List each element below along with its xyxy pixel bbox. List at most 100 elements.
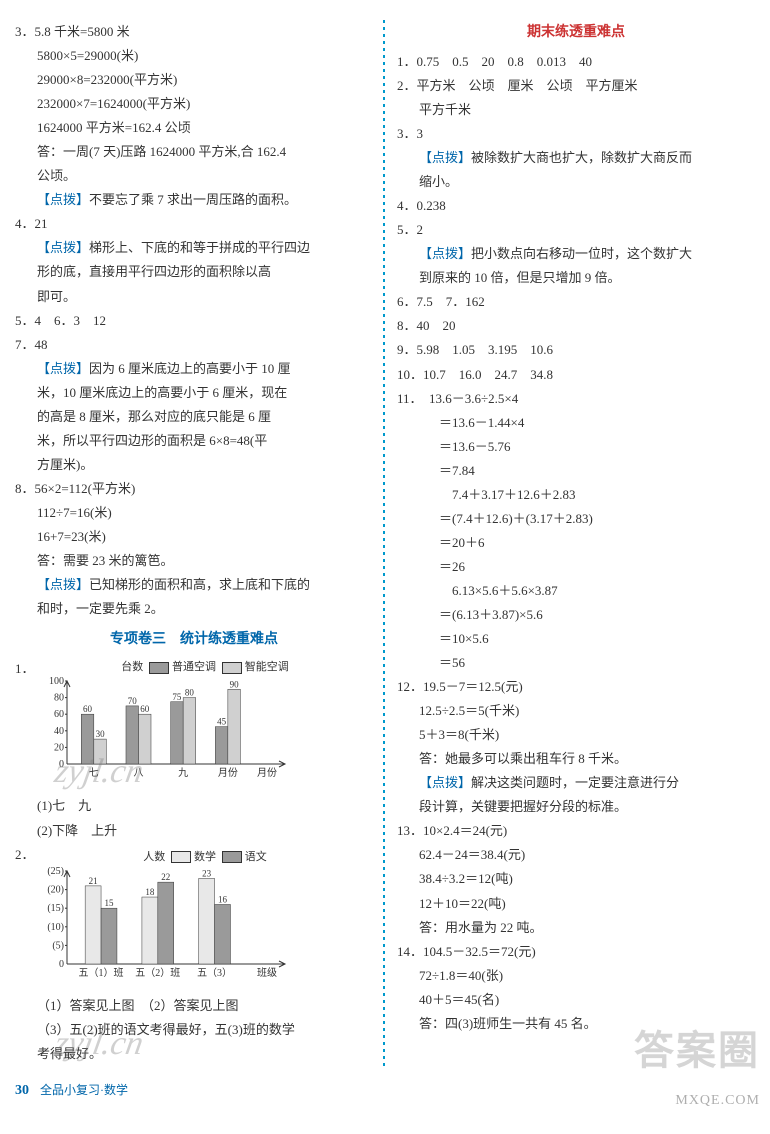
chart2-ans: 考得最好。 — [15, 1042, 373, 1066]
svg-text:班级: 班级 — [257, 967, 277, 979]
svg-text:七: 七 — [89, 767, 99, 779]
r-q1: 1．0.75 0.5 20 0.8 0.013 40 — [397, 50, 755, 74]
r-q9: 9．5.98 1.05 3.195 10.6 — [397, 338, 755, 362]
q8-line: 112÷7=16(米) — [15, 501, 373, 525]
section-heading: 专项卷三 统计练透重难点 — [15, 627, 373, 653]
chart2-ans: （3）五(2)班的语文考得最好，五(3)班的数学 — [15, 1018, 373, 1042]
tip-label: 【点拨】 — [37, 577, 89, 592]
r-q5: 5．2 — [397, 218, 755, 242]
chart2-legend: 人数 数学 语文 — [37, 847, 373, 867]
r-q11: ＝13.6－1.44×4 — [397, 411, 755, 435]
r-q3: 3．3 — [397, 122, 755, 146]
svg-text:16: 16 — [218, 894, 228, 904]
svg-text:月份: 月份 — [257, 767, 277, 779]
q8-line: 8．56×2=112(平方米) — [15, 477, 373, 501]
tip-text: 不要忘了乘 7 求出一周压路的面积。 — [89, 192, 297, 207]
q4-tip: 【点拨】梯形上、下底的和等于拼成的平行四边 — [15, 236, 373, 260]
tip-label: 【点拨】 — [37, 361, 89, 376]
svg-text:20: 20 — [54, 743, 64, 754]
svg-text:(25): (25) — [47, 867, 64, 877]
r-q11: ＝26 — [397, 555, 755, 579]
legend-b: 智能空调 — [245, 661, 289, 673]
right-column: 期末练透重难点 1．0.75 0.5 20 0.8 0.013 40 2．平方米… — [385, 20, 755, 1066]
svg-text:月份: 月份 — [218, 767, 238, 779]
svg-text:八: 八 — [133, 768, 143, 779]
r-q11: ＝7.84 — [397, 459, 755, 483]
page-number: 30 — [15, 1083, 29, 1098]
r-q8: 8．40 20 — [397, 314, 755, 338]
y-axis-label: 台数 — [121, 661, 143, 673]
q8-tip: 【点拨】已知梯形的面积和高，求上底和下底的 — [15, 573, 373, 597]
svg-text:0: 0 — [59, 959, 64, 970]
svg-text:60: 60 — [54, 710, 64, 721]
q7-line: 7．48 — [15, 333, 373, 357]
q8-line: 16+7=23(米) — [15, 525, 373, 549]
q7-tip: 方厘米)。 — [15, 453, 373, 477]
svg-text:70: 70 — [128, 696, 138, 706]
r-q14: 14．104.5－32.5＝72(元) — [397, 940, 755, 964]
q8-tip: 和时，一定要先乘 2。 — [15, 597, 373, 621]
r-q3-tip: 缩小。 — [397, 170, 755, 194]
q2-label: 2． — [15, 843, 35, 867]
r-q13: 62.4－24＝38.4(元) — [397, 843, 755, 867]
r-q11: ＝20＋6 — [397, 531, 755, 555]
legend-swatch-a — [149, 662, 169, 674]
q3-line: 3．5.8 千米=5800 米 — [15, 20, 373, 44]
svg-text:30: 30 — [96, 730, 106, 740]
chart1-svg: 1008060402006030七7060八7580九4590月份月份 — [37, 677, 287, 782]
svg-text:40: 40 — [54, 726, 64, 737]
tip-label: 【点拨】 — [419, 246, 471, 261]
tip-text: 梯形上、下底的和等于拼成的平行四边 — [89, 240, 310, 255]
tip-text: 因为 6 厘米底边上的高要小于 10 厘 — [89, 361, 291, 376]
left-column: 3．5.8 千米=5800 米 5800×5=29000(米) 29000×8=… — [15, 20, 383, 1066]
r-q11: ＝13.6－5.76 — [397, 435, 755, 459]
svg-text:60: 60 — [140, 705, 150, 715]
q3-tip: 【点拨】不要忘了乘 7 求出一周压路的面积。 — [15, 188, 373, 212]
tip-text: 被除数扩大商也扩大，除数扩大商反而 — [471, 150, 692, 165]
r-q13: 38.4÷3.2＝12(吨) — [397, 867, 755, 891]
svg-text:60: 60 — [83, 705, 93, 715]
svg-text:23: 23 — [202, 868, 212, 878]
svg-text:21: 21 — [89, 876, 98, 886]
page-footer: 30 全品小复习·数学 — [15, 1078, 755, 1104]
r-q14: 72÷1.8＝40(张) — [397, 964, 755, 988]
q5-line: 5．4 6．3 12 — [15, 309, 373, 333]
r-q11: 11． 13.6－3.6÷2.5×4 — [397, 387, 755, 411]
r-q11: ＝56 — [397, 651, 755, 675]
q3-line: 公顷。 — [15, 164, 373, 188]
r-q13: 12＋10＝22(吨) — [397, 892, 755, 916]
r-q13: 答：用水量为 22 吨。 — [397, 916, 755, 940]
r-q12-tip: 【点拨】解决这类问题时，一定要注意进行分 — [397, 771, 755, 795]
r-q11: 6.13×5.6＋5.6×3.87 — [397, 579, 755, 603]
svg-text:(10): (10) — [47, 922, 64, 933]
q3-line: 1624000 平方米=162.4 公顷 — [15, 116, 373, 140]
q3-line: 5800×5=29000(米) — [15, 44, 373, 68]
svg-text:(5): (5) — [52, 940, 64, 951]
two-column-layout: 3．5.8 千米=5800 米 5800×5=29000(米) 29000×8=… — [15, 20, 755, 1066]
r-q12: 12．19.5－7＝12.5(元) — [397, 675, 755, 699]
svg-text:五（3）: 五（3） — [197, 967, 232, 979]
q4-tip: 即可。 — [15, 285, 373, 309]
q7-tip: 【点拨】因为 6 厘米底边上的高要小于 10 厘 — [15, 357, 373, 381]
q1-label: 1． — [15, 657, 35, 681]
r-q11: 7.4＋3.17＋12.6＋2.83 — [397, 483, 755, 507]
q3-line: 29000×8=232000(平方米) — [15, 68, 373, 92]
q7-tip: 米，所以平行四边形的面积是 6×8=48(平 — [15, 429, 373, 453]
tip-label: 【点拨】 — [37, 240, 89, 255]
svg-text:五（1）班: 五（1）班 — [79, 967, 124, 979]
q3-line: 答：一周(7 天)压路 1624000 平方米,合 162.4 — [15, 140, 373, 164]
svg-text:80: 80 — [54, 693, 64, 704]
chart1-ans: (2)下降 上升 — [15, 819, 373, 843]
r-q5-tip: 到原来的 10 倍，但是只增加 9 倍。 — [397, 266, 755, 290]
tip-label: 【点拨】 — [419, 150, 471, 165]
q3-line: 232000×7=1624000(平方米) — [15, 92, 373, 116]
r-q14: 40＋5＝45(名) — [397, 988, 755, 1012]
svg-text:100: 100 — [49, 677, 64, 687]
legend-swatch-b — [222, 662, 242, 674]
chart2-svg: (25)(20)(15)(10)(5)02115五（1）班1822五（2）班23… — [37, 867, 287, 982]
tip-label: 【点拨】 — [419, 775, 471, 790]
footer-text: 全品小复习·数学 — [40, 1083, 128, 1097]
r-q2: 2．平方米 公顷 厘米 公顷 平方厘米 — [397, 74, 755, 98]
legend-b: 语文 — [245, 851, 267, 863]
svg-text:80: 80 — [185, 688, 195, 698]
